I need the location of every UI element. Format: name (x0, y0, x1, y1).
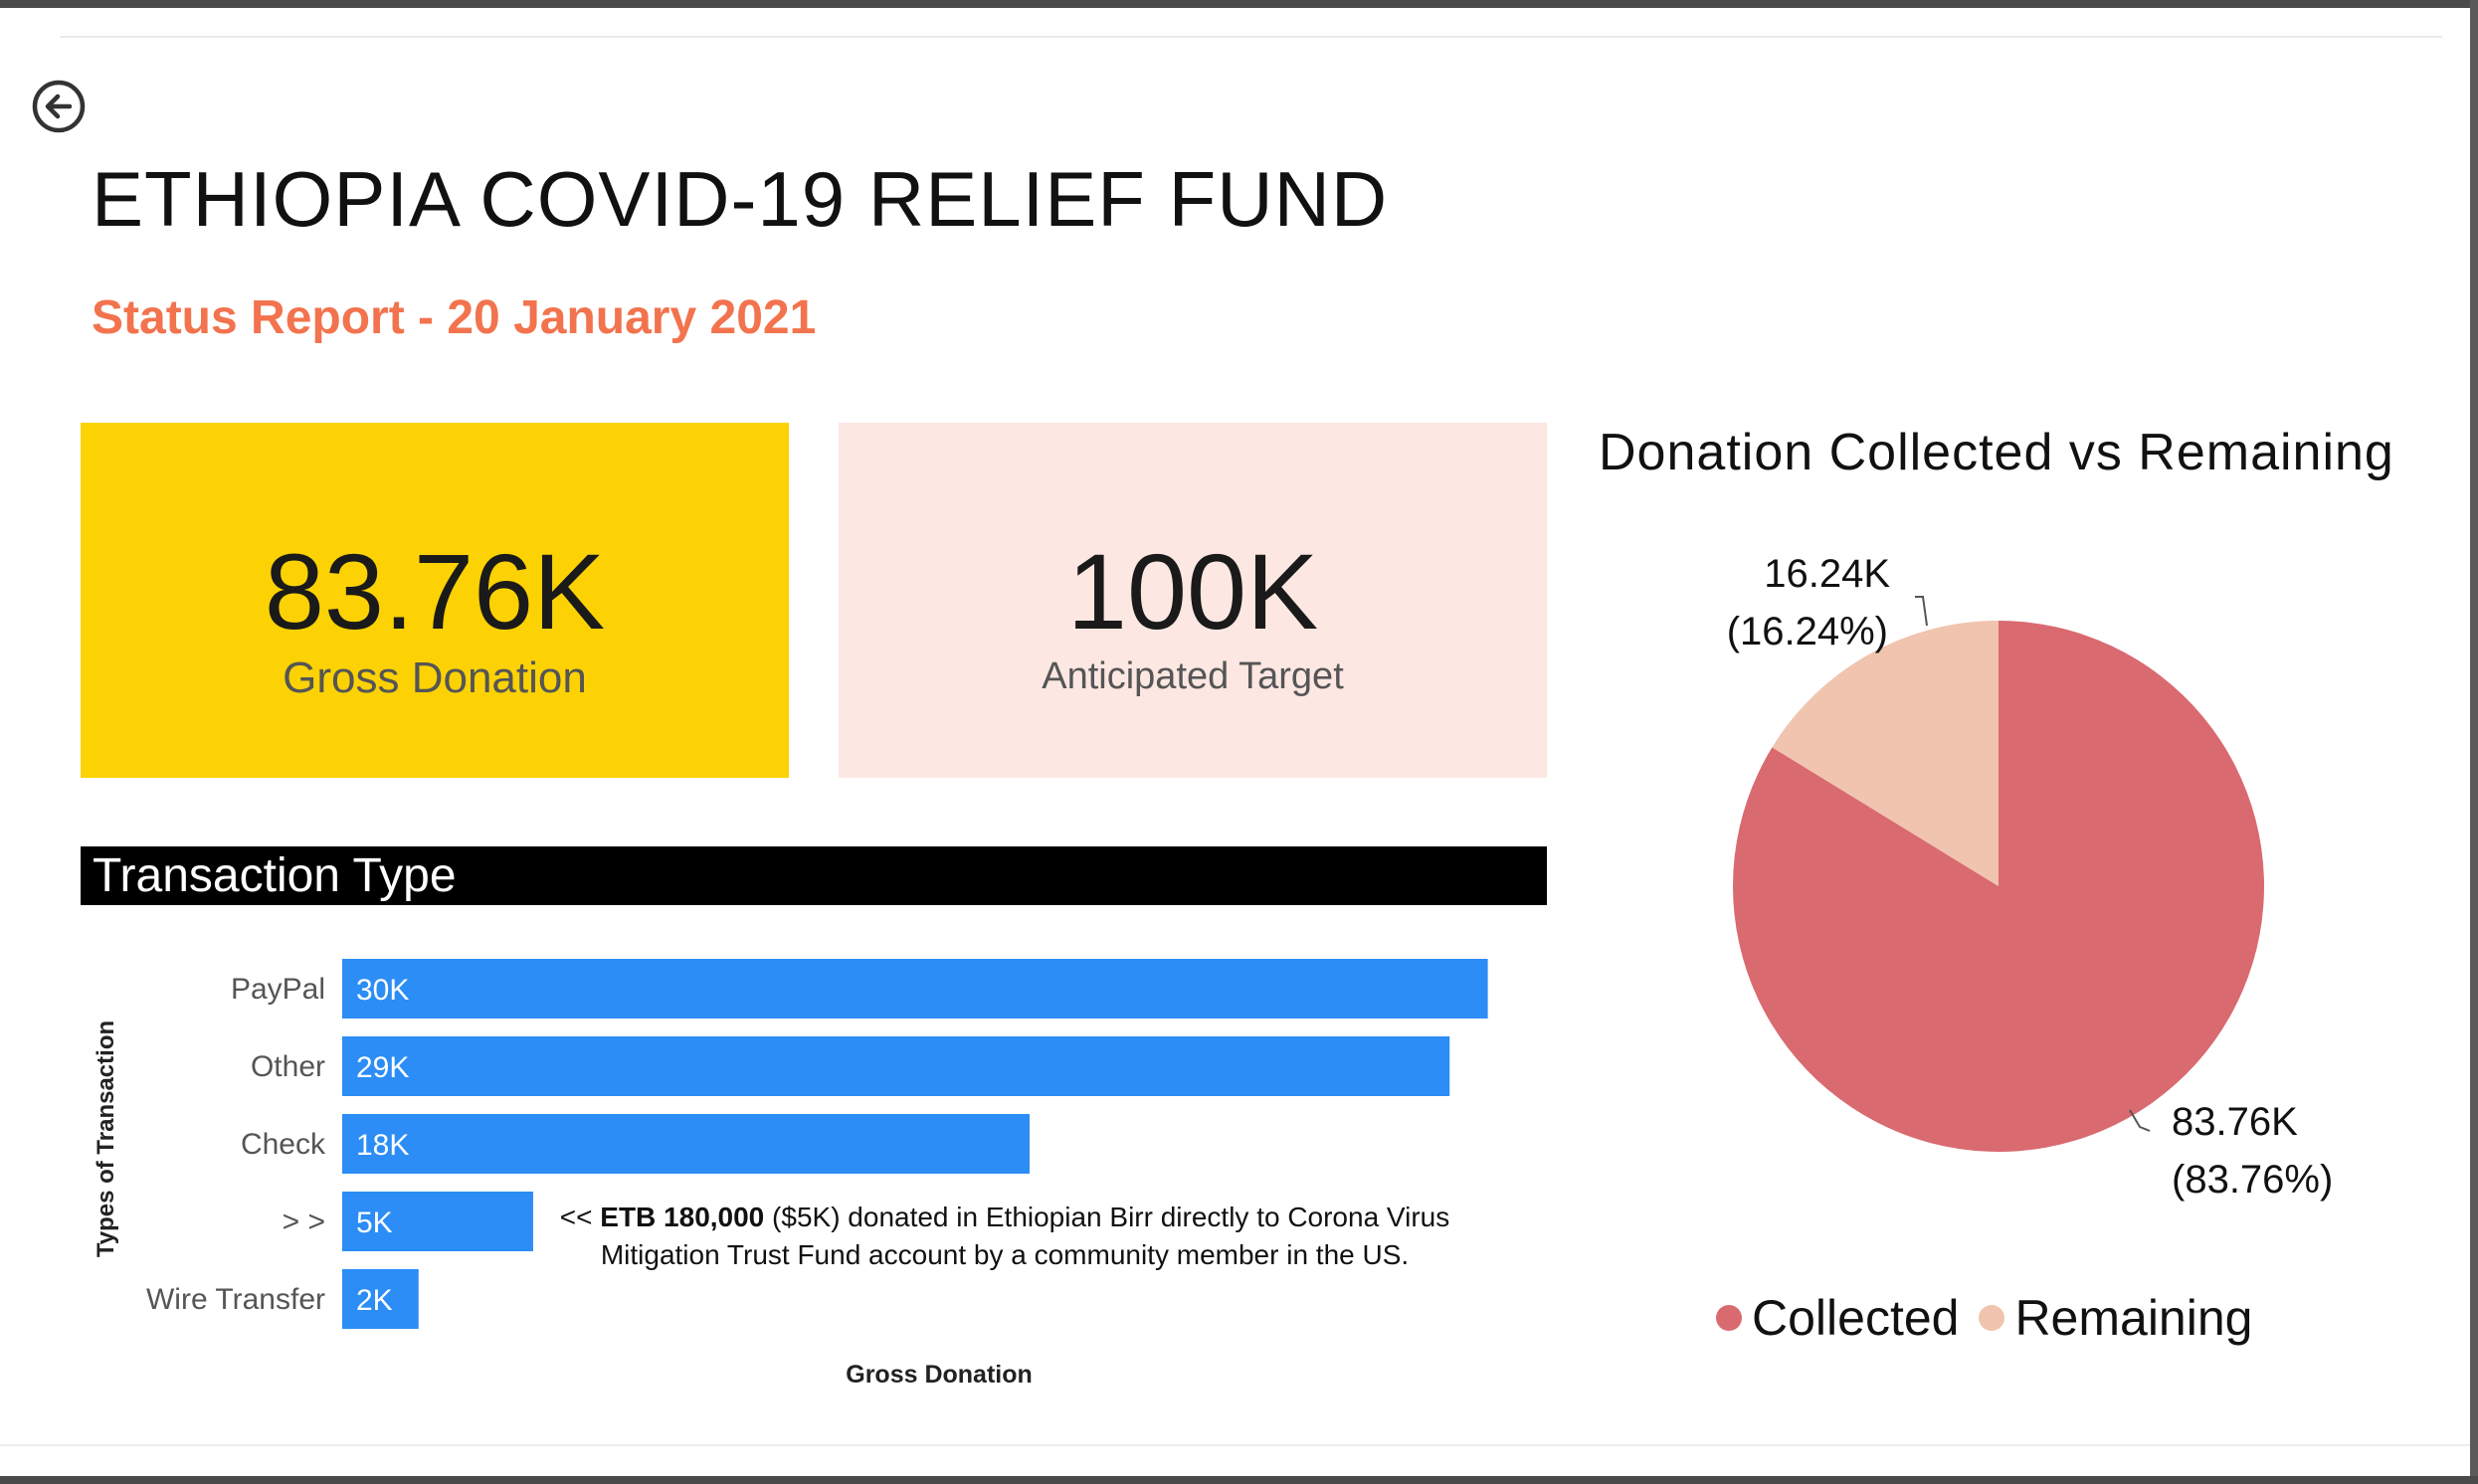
annotation-prefix: << (559, 1202, 601, 1232)
back-arrow-icon[interactable] (30, 78, 88, 135)
legend-label-remaining: Remaining (2014, 1290, 2253, 1346)
bar-chart-x-axis-label: Gross Donation (846, 1361, 1033, 1389)
transaction-type-header: Transaction Type (81, 846, 1547, 905)
leader-line-collected (2129, 1109, 2151, 1132)
bar-value-label: 2K (356, 1284, 393, 1317)
pie-slice-collected[interactable] (1732, 621, 2264, 1152)
legend-item-remaining[interactable]: Remaining (1979, 1289, 2252, 1347)
bar-2[interactable] (342, 1114, 1030, 1174)
pie-label-remaining-percent: (16.24%) (1727, 610, 1888, 653)
pie-label-remaining-value: 16.24K (1764, 552, 1890, 596)
pie-label-collected-value: 83.76K (2172, 1100, 2298, 1144)
bar-value-label: 5K (356, 1206, 393, 1239)
top-divider (60, 36, 2442, 38)
window-frame-bottom (0, 1476, 2478, 1484)
etb-donation-annotation: << ETB 180,000 ($5K) donated in Ethiopia… (542, 1199, 1467, 1274)
bar-category-label: Other (251, 1050, 325, 1083)
pie-legend: Collected Remaining (1716, 1289, 2272, 1347)
pie-slice-remaining[interactable] (1772, 621, 1999, 886)
page-subtitle: Status Report - 20 January 2021 (92, 291, 817, 344)
annotation-bold-amount: ETB 180,000 (600, 1202, 765, 1232)
bar-category-label: Check (241, 1128, 326, 1161)
legend-dot-collected-icon (1716, 1305, 1742, 1331)
kpi-card-gross-donation: 83.76K Gross Donation (81, 423, 789, 778)
leader-line-remaining (1915, 596, 1928, 627)
bar-category-label: PayPal (231, 973, 325, 1006)
pie-label-collected-percent: (83.76%) (2172, 1158, 2333, 1202)
bar-category-label: Wire Transfer (146, 1283, 325, 1316)
window-frame-top (0, 0, 2478, 8)
kpi-gross-label: Gross Donation (283, 653, 587, 702)
bar-category-label: > > (283, 1206, 325, 1238)
bar-value-label: 29K (356, 1051, 409, 1084)
bar-0[interactable] (342, 959, 1488, 1019)
kpi-card-anticipated-target: 100K Anticipated Target (839, 423, 1547, 778)
bar-3[interactable] (342, 1192, 533, 1251)
kpi-gross-value: 83.76K (264, 531, 606, 651)
bar-value-label: 30K (356, 974, 409, 1007)
bottom-divider (0, 1444, 2470, 1446)
pie-chart-title: Donation Collected vs Remaining (1599, 424, 2394, 481)
kpi-target-value: 100K (1066, 531, 1319, 651)
window-frame-right (2470, 0, 2478, 1484)
kpi-target-label: Anticipated Target (1042, 655, 1344, 697)
bar-4[interactable] (342, 1269, 419, 1329)
page-title: ETHIOPIA COVID-19 RELIEF FUND (92, 155, 1389, 243)
legend-item-collected[interactable]: Collected (1716, 1289, 1959, 1347)
legend-label-collected: Collected (1752, 1290, 1960, 1346)
bar-value-label: 18K (356, 1129, 409, 1162)
legend-dot-remaining-icon (1979, 1305, 2005, 1331)
annotation-text: ($5K) donated in Ethiopian Birr directly… (600, 1202, 1450, 1270)
bar-1[interactable] (342, 1036, 1450, 1096)
